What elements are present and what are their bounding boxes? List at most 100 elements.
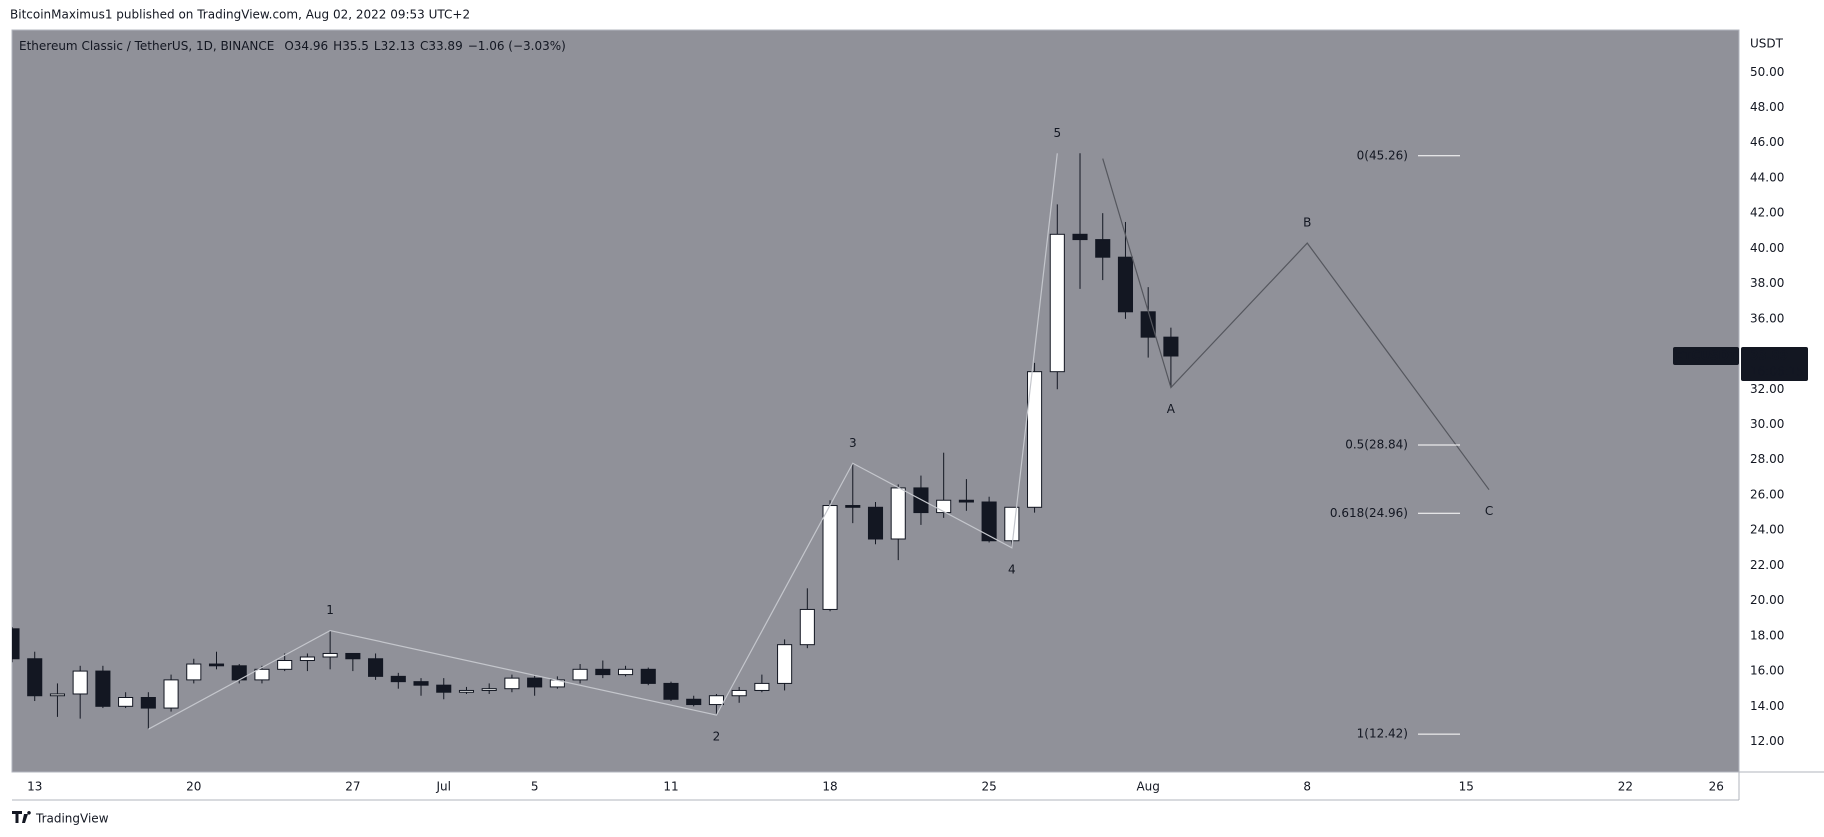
fib-label: 0(45.26) <box>1357 148 1408 162</box>
ohlc-value: 34.96 <box>294 39 328 53</box>
x-tick-label: 27 <box>345 780 360 794</box>
candle-body <box>208 663 225 667</box>
candle-body <box>1095 239 1111 258</box>
candle-body <box>49 693 65 697</box>
wave-label: 1 <box>326 603 334 617</box>
y-tick-label: 30.00 <box>1750 417 1784 431</box>
price-tag-box <box>1741 347 1808 382</box>
symbol-tag-box <box>1673 347 1739 366</box>
y-tick-label: 46.00 <box>1750 135 1784 149</box>
y-tick-label: 36.00 <box>1750 311 1784 325</box>
candle-body <box>481 688 497 691</box>
candle-body <box>731 689 747 697</box>
ohlc-key: O <box>284 39 293 53</box>
candle-body <box>504 677 520 690</box>
x-tick-label: 11 <box>663 780 678 794</box>
wave-label: 4 <box>1008 562 1016 576</box>
candle-body <box>1027 371 1043 508</box>
change: −1.06 (−3.03%) <box>468 39 566 53</box>
ohlc-key: C <box>420 39 428 53</box>
candle-body <box>413 681 429 686</box>
candle-body <box>1072 233 1088 241</box>
x-tick-label: 25 <box>981 780 996 794</box>
candle-body <box>595 668 611 676</box>
candle-body <box>617 668 634 676</box>
candle-body <box>458 689 475 693</box>
candle-body <box>390 675 406 683</box>
y-tick-label: 42.00 <box>1750 206 1784 220</box>
plot: 1 2 3 4 5 A B C 0(45.26) 0.5(28.84) 0.618(24.96) 1(… <box>12 126 1493 744</box>
candle-body <box>254 668 270 681</box>
candle-body <box>163 679 179 709</box>
candle-body <box>845 505 861 508</box>
ohlc-key: L <box>374 39 381 53</box>
y-tick-label: 26.00 <box>1750 487 1784 501</box>
x-tick-label: Aug <box>1136 780 1159 794</box>
x-tick-label: 13 <box>27 780 42 794</box>
candle-body <box>936 499 952 514</box>
brand: TradingView <box>35 812 109 826</box>
y-tick-label: 40.00 <box>1750 241 1784 255</box>
x-tick-label: 5 <box>531 780 539 794</box>
candle-body <box>640 668 656 684</box>
candle-body <box>890 487 906 540</box>
candle-body <box>799 608 815 646</box>
x-tick-label: 26 <box>1709 780 1724 794</box>
wave-label: 5 <box>1053 126 1061 140</box>
brand-logo <box>12 811 31 823</box>
candle-body <box>345 652 361 660</box>
candle-body <box>322 652 338 658</box>
candle-body <box>663 682 679 700</box>
wave-label: 2 <box>713 730 721 744</box>
candle-body <box>708 695 724 706</box>
y-tick-label: 32.00 <box>1750 382 1784 396</box>
y-tick-label: 16.00 <box>1750 664 1784 678</box>
candle-body <box>140 697 156 709</box>
symbol: Ethereum Classic / TetherUS, 1D, BINANCE <box>19 39 274 53</box>
symbol-header: Ethereum Classic / TetherUS, 1D, BINANCE… <box>19 39 566 53</box>
candle-body <box>777 644 793 684</box>
y-tick-label: 18.00 <box>1750 628 1784 642</box>
x-tick-label: 22 <box>1618 780 1633 794</box>
fib-label: 0.618(24.96) <box>1330 506 1408 520</box>
candle-body <box>913 487 929 514</box>
y-tick-label: 28.00 <box>1750 452 1784 466</box>
candle-body <box>436 684 452 693</box>
candle-body <box>186 663 202 681</box>
wave-line <box>148 153 1058 730</box>
wave-label: A <box>1167 402 1176 416</box>
y-tick-label: 24.00 <box>1750 523 1784 537</box>
candle-body <box>1049 233 1065 373</box>
symbol-tag: ETCUSDT <box>1675 349 1738 363</box>
y-tick-label: 38.00 <box>1750 276 1784 290</box>
y-tick-label: 22.00 <box>1750 558 1784 572</box>
candle-body <box>527 677 543 688</box>
candle-body <box>118 697 134 707</box>
ohlc-value: 35.5 <box>342 39 369 53</box>
ohlc-value: 32.13 <box>381 39 415 53</box>
candle-body <box>27 658 43 697</box>
chart-pane <box>11 29 1740 773</box>
countdown: 16:06:15 <box>1750 365 1804 379</box>
candle-body <box>1140 311 1156 338</box>
candle-body <box>299 656 315 662</box>
price-tag: 33.89 <box>1750 349 1788 363</box>
y-tick-label: 44.00 <box>1750 170 1784 184</box>
publisher-line: BitcoinMaximus1 published on TradingView… <box>10 8 470 22</box>
candle-body <box>572 668 588 681</box>
candle-body <box>1117 256 1134 313</box>
candle-body <box>368 658 384 677</box>
wave-label: B <box>1303 216 1311 230</box>
candle-body <box>981 501 997 542</box>
candle-body <box>867 506 884 540</box>
x-tick-label: 8 <box>1303 780 1311 794</box>
wave-label: C <box>1485 504 1493 518</box>
x-tick-label: 18 <box>822 780 837 794</box>
y-tick-label: 20.00 <box>1750 593 1784 607</box>
candle-body <box>72 670 88 695</box>
x-tick-label: 15 <box>1459 780 1474 794</box>
fib-label: 0.5(28.84) <box>1345 437 1408 451</box>
fib-label: 1(12.42) <box>1357 727 1408 741</box>
